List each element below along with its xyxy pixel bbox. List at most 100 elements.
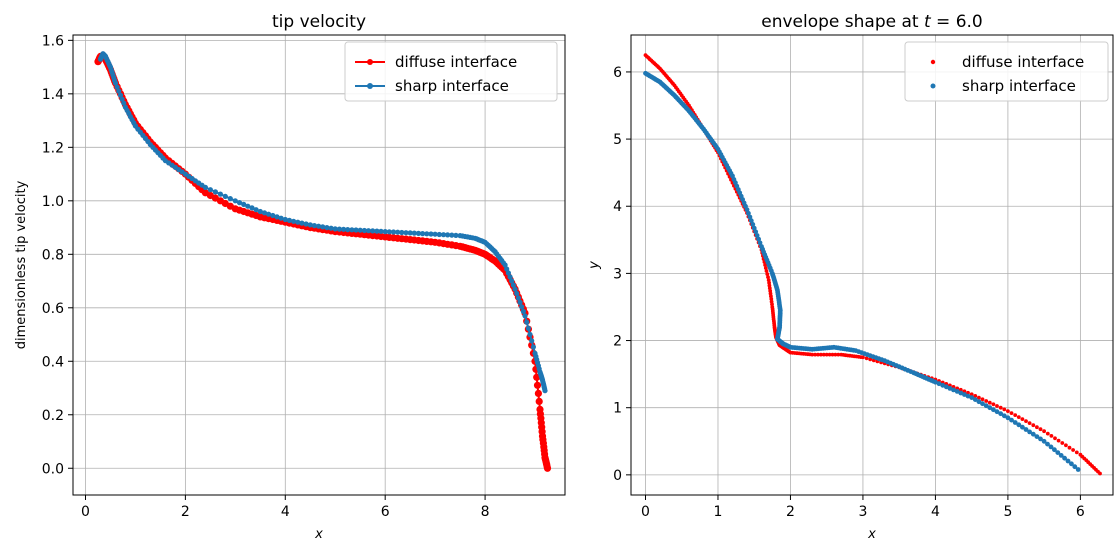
data-point	[819, 352, 823, 357]
y-tick-label: 0.0	[42, 461, 64, 477]
data-point	[1013, 413, 1018, 417]
data-point	[510, 282, 516, 288]
data-point	[947, 386, 953, 391]
y-tick-label: 0.2	[42, 408, 64, 424]
data-point	[751, 225, 757, 231]
data-point	[520, 308, 527, 314]
data-point	[241, 201, 247, 207]
tip-velocity-legend-box	[344, 41, 558, 102]
data-point	[972, 397, 978, 402]
data-point	[1049, 434, 1054, 438]
data-point	[114, 84, 120, 90]
data-point	[117, 92, 124, 98]
data-point	[980, 401, 985, 407]
data-point	[1060, 441, 1065, 445]
data-point	[227, 196, 233, 202]
data-point	[257, 208, 263, 215]
data-point	[374, 228, 380, 234]
data-point	[995, 404, 999, 408]
legend-sharp-dot-swatch	[930, 83, 936, 89]
data-point	[766, 275, 770, 279]
envelope-plot-frame	[630, 34, 1114, 496]
data-point	[533, 381, 542, 389]
data-point	[810, 352, 815, 357]
data-point	[332, 226, 338, 232]
y-tick-label: 1.0	[42, 194, 64, 210]
data-point	[291, 218, 297, 224]
legend-diffuse-label: diffuse interface	[395, 53, 517, 71]
data-point	[977, 395, 981, 400]
data-point	[278, 215, 284, 221]
data-point	[1016, 422, 1022, 428]
data-point	[1009, 411, 1014, 415]
data-point	[940, 382, 946, 388]
data-point	[750, 222, 756, 227]
data-point	[415, 230, 422, 236]
envelope-ylabel: y	[587, 261, 602, 270]
data-point	[307, 222, 313, 228]
data-point	[1038, 427, 1043, 432]
data-point	[1062, 455, 1067, 461]
data-point	[207, 187, 213, 193]
series-line	[99, 51, 546, 391]
data-point	[763, 263, 767, 267]
data-point	[757, 240, 763, 246]
data-point	[976, 399, 982, 405]
data-point	[1024, 419, 1028, 423]
legend-diffuse-dot-swatch	[930, 59, 936, 65]
data-point	[994, 409, 1000, 415]
data-point	[274, 214, 280, 220]
data-point	[534, 389, 543, 397]
data-point	[436, 231, 442, 238]
data-point	[514, 290, 520, 297]
y-tick-label: 0	[613, 468, 622, 484]
data-point	[824, 352, 829, 357]
data-point	[746, 210, 751, 216]
data-point	[353, 227, 359, 233]
data-point	[816, 352, 820, 357]
data-point	[744, 207, 750, 213]
data-point	[1098, 471, 1102, 476]
data-point	[445, 232, 451, 238]
data-point	[222, 193, 228, 199]
data-point	[440, 232, 447, 238]
y-tick-label: 1.6	[42, 33, 64, 49]
data-point	[998, 411, 1004, 417]
data-point	[1001, 413, 1007, 419]
data-point	[969, 395, 975, 400]
data-point	[517, 299, 523, 305]
data-point	[522, 313, 528, 319]
data-point	[984, 399, 989, 403]
data-point	[407, 230, 413, 236]
data-point	[980, 397, 985, 402]
envelope-title-variable: t	[924, 12, 932, 32]
data-point	[765, 272, 770, 276]
data-point	[1023, 427, 1029, 432]
x-tick-label: 4	[281, 504, 290, 520]
data-point	[1041, 438, 1047, 444]
x-tick-label: 3	[858, 504, 867, 520]
data-point	[1065, 458, 1071, 464]
data-point	[1042, 429, 1046, 434]
data-point	[411, 230, 417, 236]
data-point	[505, 270, 511, 276]
y-tick-label: 4	[613, 199, 622, 215]
data-point	[1045, 441, 1050, 447]
data-point	[529, 338, 535, 344]
data-point	[249, 205, 255, 211]
series-sharp-interface	[643, 70, 1081, 472]
y-tick-label: 0.6	[42, 301, 64, 317]
data-point	[502, 262, 508, 268]
data-point	[827, 352, 832, 357]
data-point	[833, 352, 838, 357]
data-point	[543, 464, 552, 472]
envelope-xlabel: x	[867, 527, 876, 542]
data-point	[542, 388, 548, 394]
data-point	[1075, 467, 1081, 472]
data-point	[378, 228, 384, 234]
x-tick-label: 4	[931, 504, 940, 520]
x-tick-label: 6	[381, 504, 390, 520]
data-point	[966, 390, 970, 395]
data-point	[361, 227, 367, 234]
data-point	[1020, 424, 1025, 430]
